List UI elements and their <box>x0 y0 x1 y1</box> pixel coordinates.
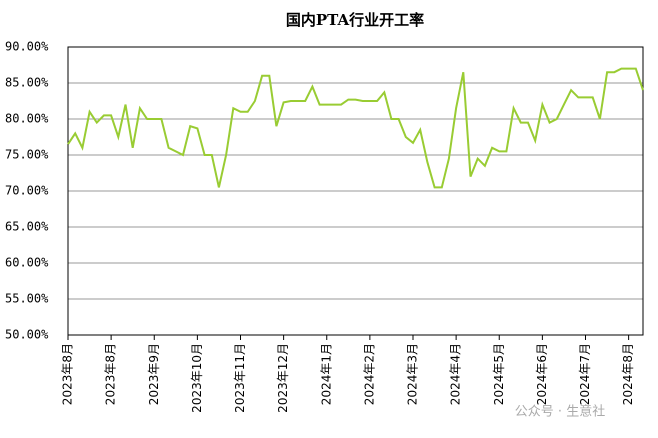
y-tick-label: 90.00% <box>5 40 49 54</box>
x-tick-label: 2024年3月 <box>406 343 420 405</box>
x-tick-label: 2024年7月 <box>578 343 592 405</box>
y-tick-label: 60.00% <box>5 256 49 270</box>
line-series <box>67 67 644 189</box>
y-tick-label: 50.00% <box>5 328 49 342</box>
x-tick-label: 2023年8月 <box>61 343 75 405</box>
watermark: 公众号 · 生意社 <box>515 404 605 420</box>
chart-title: 国内PTA行业开工率 <box>286 11 424 29</box>
x-tick-label: 2023年10月 <box>190 343 204 413</box>
y-tick-label: 80.00% <box>5 112 49 126</box>
y-tick-label: 65.00% <box>5 220 49 234</box>
y-tick-label: 55.00% <box>5 292 49 306</box>
y-tick-label: 70.00% <box>5 184 49 198</box>
x-tick-label: 2023年9月 <box>147 343 161 405</box>
y-tick-label: 75.00% <box>5 148 49 162</box>
x-tick-label: 2024年2月 <box>362 343 376 405</box>
x-tick-label: 2024年8月 <box>621 343 635 405</box>
x-tick-label: 2024年4月 <box>449 343 463 405</box>
y-tick-label: 85.00% <box>5 76 49 90</box>
x-tick-label: 2023年8月 <box>104 343 118 405</box>
x-tick-label: 2024年6月 <box>535 343 549 405</box>
x-tick-label: 2023年12月 <box>276 343 290 413</box>
plot-frame <box>67 46 644 336</box>
x-tick-label: 2024年1月 <box>319 343 333 405</box>
x-tick-label: 2023年11月 <box>233 343 247 413</box>
x-tick-label: 2024年5月 <box>492 343 506 405</box>
